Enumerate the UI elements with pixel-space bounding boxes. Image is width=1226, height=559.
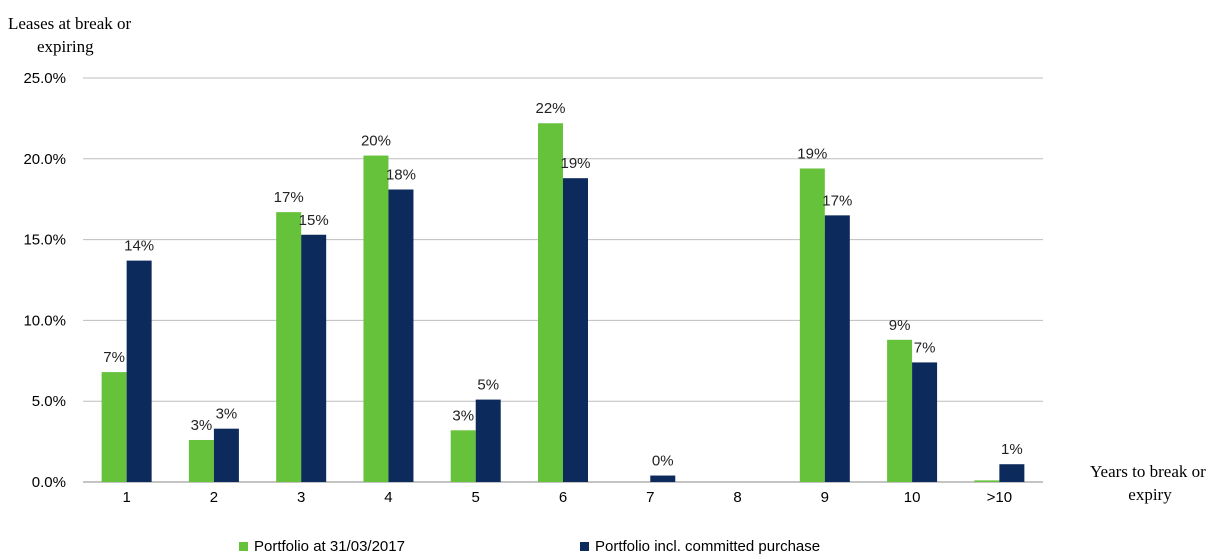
data-label: 14%	[124, 238, 154, 255]
data-labels: 7%14%3%3%17%15%20%18%3%5%22%19%0%19%17%9…	[103, 100, 1022, 469]
bar-portfolio	[799, 168, 825, 482]
data-label: 19%	[797, 145, 827, 162]
y-tick-label: 20.0%	[23, 151, 66, 168]
bar-committed	[824, 215, 850, 483]
data-label: 5%	[477, 377, 499, 394]
x-axis-title: Years to break or expiry	[1090, 462, 1210, 504]
x-tick-label: >10	[987, 489, 1012, 506]
data-label: 3%	[216, 406, 238, 423]
bar-committed	[301, 234, 327, 482]
x-tick-label: 5	[472, 489, 480, 506]
y-tick-label: 5.0%	[32, 393, 66, 410]
x-tick-label: 4	[384, 489, 392, 506]
legend-swatch-portfolio	[239, 542, 248, 551]
x-tick-label: 8	[733, 489, 741, 506]
bar-committed	[475, 399, 501, 482]
legend-label-committed: Portfolio incl. committed purchase	[595, 538, 820, 555]
data-label: 18%	[386, 167, 416, 184]
data-label: 9%	[889, 317, 911, 334]
y-tick-label: 0.0%	[32, 474, 66, 491]
x-tick-label: 10	[904, 489, 921, 506]
legend-label-portfolio: Portfolio at 31/03/2017	[254, 538, 405, 555]
data-label: 1%	[1001, 441, 1023, 458]
bar-committed	[563, 178, 588, 482]
data-label: 20%	[361, 133, 391, 150]
y-tick-label: 15.0%	[23, 232, 66, 249]
data-label: 3%	[452, 407, 474, 424]
bar-portfolio	[363, 155, 389, 482]
bar-committed	[999, 464, 1025, 482]
data-label: 7%	[914, 339, 936, 356]
bar-portfolio	[887, 339, 913, 482]
bar-portfolio	[188, 439, 214, 482]
bar-committed	[912, 362, 938, 482]
y-tick-label: 25.0%	[23, 70, 66, 87]
data-label: 15%	[299, 212, 329, 229]
x-tick-label: 6	[559, 489, 567, 506]
x-axis-ticks: 1 2 3 4 5 6 7 8 9 10 >10	[122, 489, 1012, 506]
y-tick-label: 10.0%	[23, 312, 66, 329]
bar-committed	[650, 475, 676, 482]
data-label: 3%	[191, 417, 213, 434]
data-label: 7%	[103, 349, 125, 366]
legend-swatch-committed	[580, 542, 589, 551]
data-label: 19%	[560, 155, 590, 172]
legend: Portfolio at 31/03/2017 Portfolio incl. …	[239, 538, 820, 555]
x-tick-label: 2	[210, 489, 218, 506]
bar-portfolio	[538, 123, 563, 483]
bar-portfolio	[101, 372, 127, 482]
bar-portfolio	[450, 430, 476, 482]
data-label: 0%	[652, 453, 674, 470]
bars	[101, 123, 1025, 483]
data-label: 17%	[274, 189, 304, 206]
bar-committed	[126, 260, 152, 482]
x-tick-label: 7	[646, 489, 654, 506]
bar-portfolio	[974, 480, 1000, 482]
data-label: 22%	[535, 100, 565, 117]
x-tick-label: 3	[297, 489, 305, 506]
bar-portfolio	[276, 212, 302, 483]
y-axis-ticks: 0.0% 5.0% 10.0% 15.0% 20.0% 25.0%	[23, 70, 66, 491]
x-tick-label: 1	[122, 489, 130, 506]
x-tick-label: 9	[821, 489, 829, 506]
bar-committed	[213, 428, 239, 482]
bar-committed	[388, 189, 414, 482]
data-label: 17%	[822, 192, 852, 209]
y-axis-title: Leases at break or expiring	[8, 14, 135, 56]
